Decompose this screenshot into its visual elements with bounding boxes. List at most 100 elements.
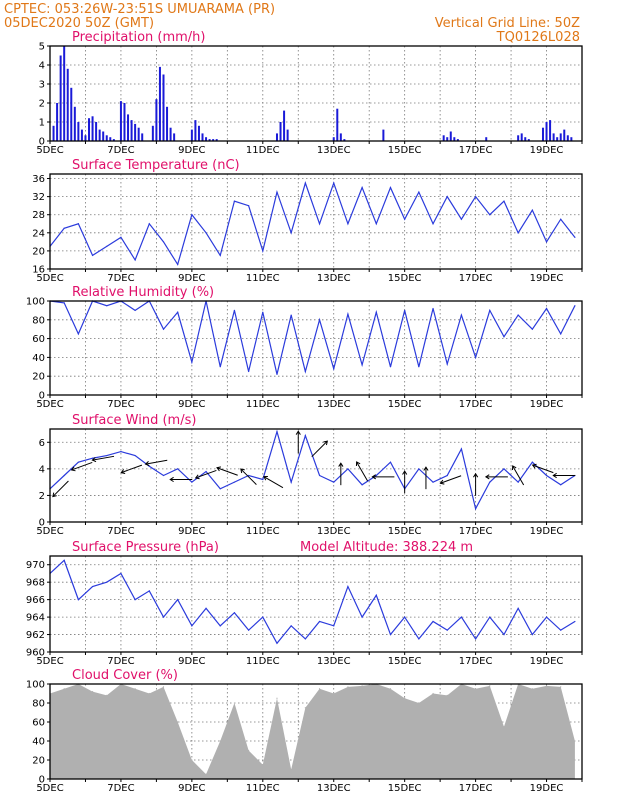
cloud-cover-point <box>347 686 349 688</box>
temp-point <box>560 218 562 220</box>
cloud-cover-point <box>531 688 533 690</box>
wind-vector <box>338 462 344 486</box>
wind-vector <box>295 430 301 454</box>
precip-bar <box>119 101 122 141</box>
temp-xtick-label: 7DEC <box>107 273 134 284</box>
precip-bar <box>556 137 559 141</box>
pressure-ytick-label: 968 <box>26 578 45 589</box>
rh-point <box>560 333 562 335</box>
wind-vector <box>552 472 576 479</box>
temp-point <box>63 227 65 229</box>
precip-bar <box>77 122 80 141</box>
wind-vector <box>52 480 69 498</box>
rh-xtick-label: 17DEC <box>459 399 493 410</box>
pressure-xtick-label: 9DEC <box>178 656 205 667</box>
wind-vector <box>531 463 554 474</box>
rh-xtick-label: 19DEC <box>530 399 564 410</box>
pressure-point <box>503 633 505 636</box>
temp-ytick-label: 24 <box>32 228 45 239</box>
rh-point <box>333 368 335 370</box>
pressure-ytick-label: 960 <box>26 648 45 659</box>
cloud-cover-point <box>404 697 406 699</box>
temp-point <box>517 232 519 234</box>
wind-vector-head <box>484 474 490 480</box>
precip-bar <box>127 114 130 141</box>
precip-bar <box>212 139 215 141</box>
precip-bar <box>453 137 456 141</box>
rh-point <box>475 356 477 358</box>
temp-point <box>503 200 505 202</box>
wind-vector <box>473 472 479 496</box>
pressure-point <box>389 633 392 636</box>
wind-point <box>418 468 420 470</box>
cloud-panel: 0 20 40 60 80 100 5DEC 7DEC 9DEC 11DEC 13DEC 15DEC 1… <box>26 668 583 794</box>
precip-bar <box>66 68 69 141</box>
precip-bar <box>130 120 133 141</box>
temp-point <box>177 263 179 266</box>
rh-title: Relative Humidity (%) <box>72 285 214 300</box>
cloud-xtick-label: 19DEC <box>530 783 564 794</box>
temp-point <box>91 254 94 257</box>
temp-point <box>248 205 250 207</box>
rh-frame <box>49 300 583 396</box>
wind-ytick-label: 0 <box>39 518 45 529</box>
precip-bar <box>134 123 137 141</box>
temp-point <box>574 236 576 238</box>
temp-point <box>432 223 434 225</box>
cloud-cover-point <box>489 685 491 687</box>
wind-vector <box>402 470 408 494</box>
pressure-point <box>347 585 349 588</box>
pressure-point <box>276 642 278 644</box>
rh-ytick-label: 60 <box>32 334 45 345</box>
temp-point <box>262 250 264 252</box>
rh-point <box>77 333 79 335</box>
precip-frame <box>49 45 583 142</box>
rh-point <box>219 366 221 368</box>
temp-frame <box>49 173 583 270</box>
wind-xtick-label: 17DEC <box>459 526 493 537</box>
temp-point <box>475 196 477 198</box>
rh-point <box>574 305 576 307</box>
precip-bar <box>63 46 66 141</box>
pressure-point <box>290 625 292 627</box>
wind-point <box>77 461 79 463</box>
rh-line <box>49 300 576 375</box>
pressure-point <box>531 633 533 636</box>
precip-xtick-label: 19DEC <box>530 145 564 156</box>
wind-vector <box>194 469 217 480</box>
temp-panel: 16 20 24 28 32 36 5DEC 7DEC 9DEC 11DEC 13DEC 15DEC 1… <box>32 158 583 284</box>
wind-vector <box>263 475 284 489</box>
rh-point <box>389 366 392 368</box>
precip-bar <box>52 125 55 141</box>
wind-vector <box>355 461 369 482</box>
cloud-cover-point <box>162 686 165 688</box>
cloud-cover-point <box>389 688 392 690</box>
precip-bar <box>158 66 161 141</box>
precip-bar <box>517 135 520 141</box>
pressure-point <box>77 599 79 601</box>
rh-point <box>489 309 491 311</box>
pressure-point <box>162 616 165 618</box>
wind-vector <box>371 474 395 480</box>
precip-xtick-label: 7DEC <box>107 145 134 156</box>
wind-point <box>177 468 179 470</box>
rh-point <box>347 313 349 315</box>
wind-point <box>545 474 548 477</box>
temp-point <box>545 241 548 243</box>
pressure-xtick-label: 5DEC <box>36 656 63 667</box>
wind-point <box>276 431 278 433</box>
wind-point <box>517 481 519 483</box>
pressure-point <box>106 581 108 583</box>
precip-bar <box>449 131 452 141</box>
wind-vector-shaft <box>216 467 238 476</box>
rh-point <box>503 336 505 338</box>
cloud-cover-point <box>106 694 108 697</box>
cloud-xtick-label: 7DEC <box>107 783 134 794</box>
cloud-cover-point <box>148 692 150 695</box>
temp-point <box>446 196 448 198</box>
precip-bar <box>279 122 282 141</box>
precip-title: Precipitation (mm/h) <box>72 30 205 45</box>
cloud-xtick-label: 11DEC <box>246 783 280 794</box>
precip-bar <box>84 135 87 141</box>
wind-vector-shaft <box>512 465 525 486</box>
